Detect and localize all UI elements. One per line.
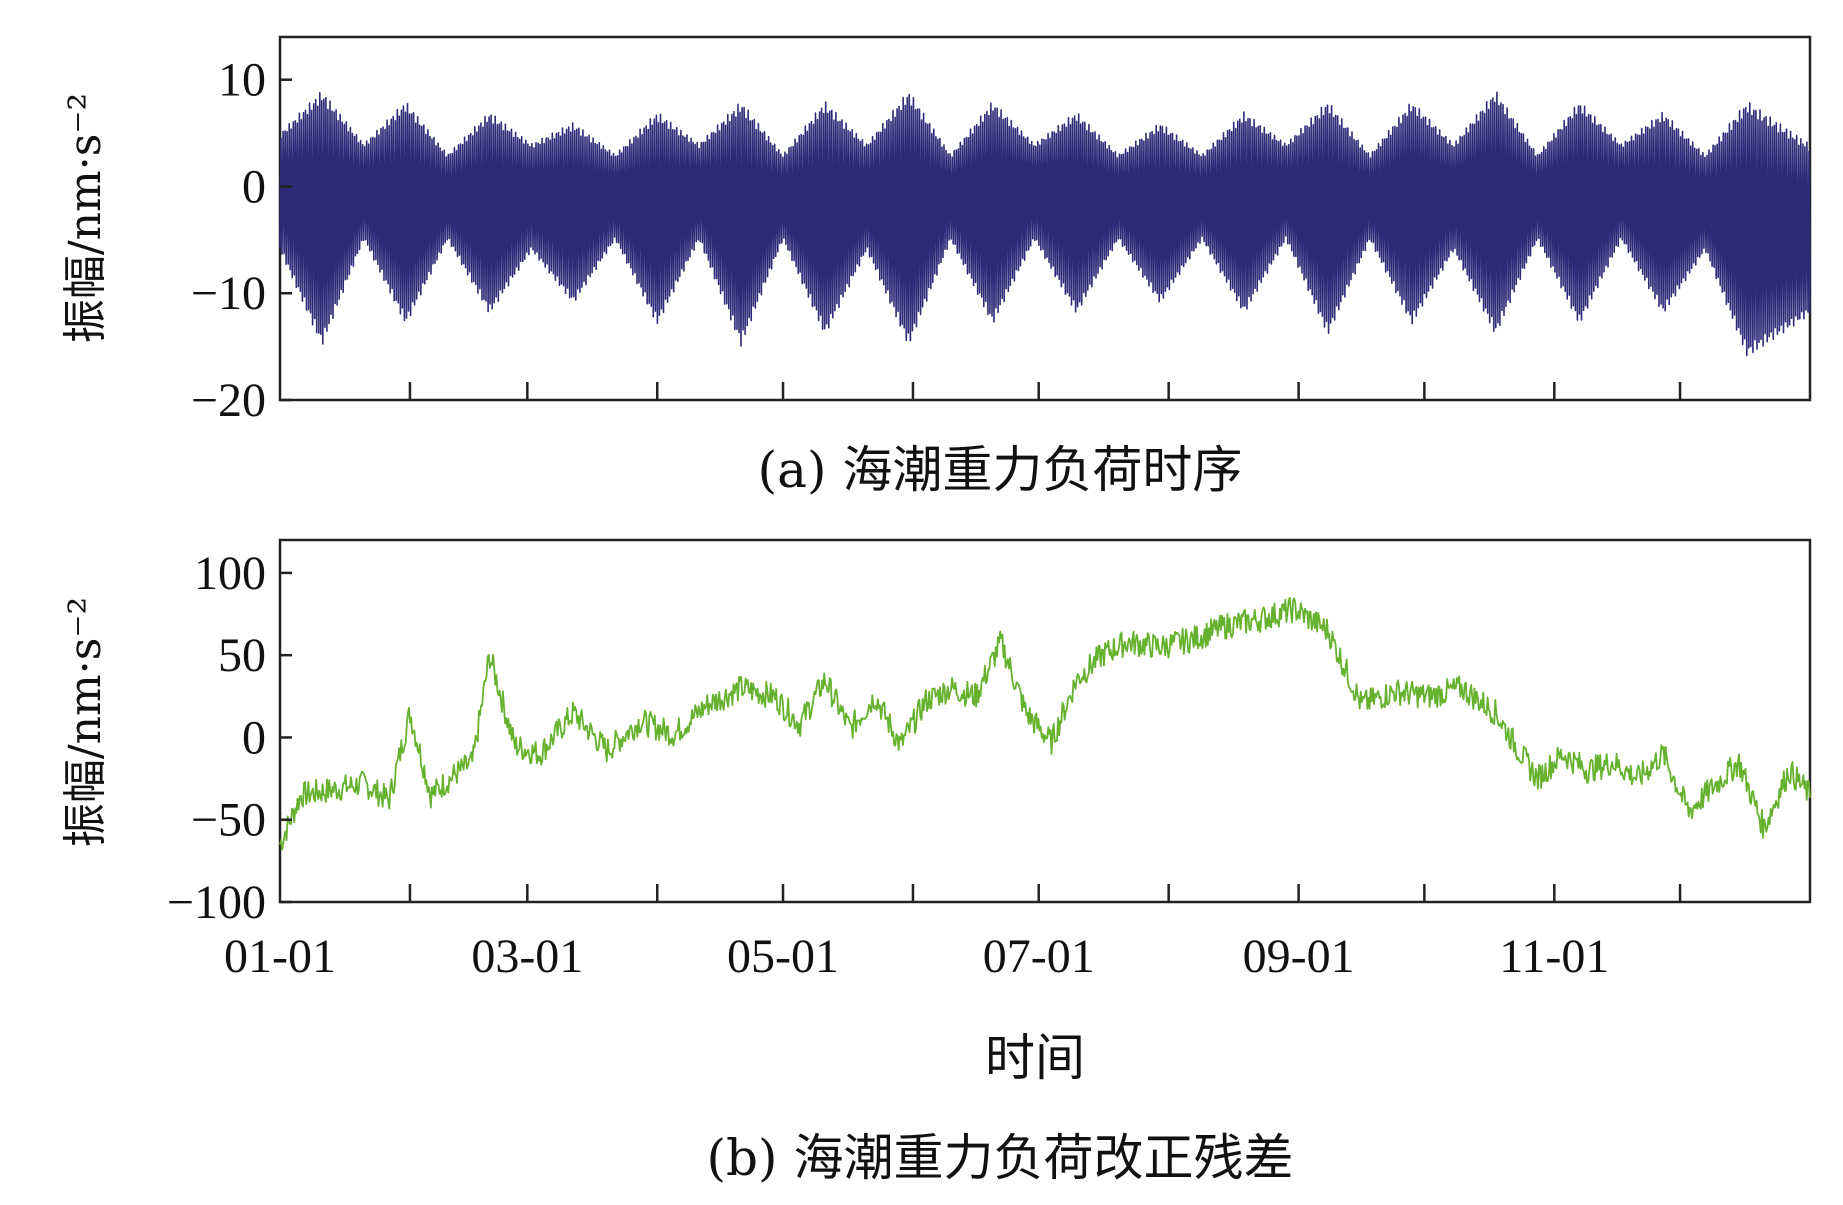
panel-a: 10 0 −10 −20 振幅/nm·s⁻² (a) 海潮重力负荷时序	[60, 35, 1812, 499]
x-tick-label: 03-01	[471, 930, 583, 983]
x-tick-label: 05-01	[727, 930, 839, 983]
panel-a-x-axis	[408, 382, 1682, 400]
x-tick-label: 09-01	[1243, 930, 1355, 983]
panel-a-caption: (a) 海潮重力负荷时序	[758, 441, 1243, 499]
y-tick-label: 50	[218, 629, 266, 682]
y-tick-label: −100	[167, 876, 266, 929]
panel-a-ylabel: 振幅/nm·s⁻²	[60, 93, 111, 343]
panel-b-frame	[278, 538, 1812, 904]
x-tick-label: 11-01	[1499, 930, 1609, 983]
panel-b-plot-area	[279, 596, 1811, 851]
y-tick-label: 10	[218, 54, 266, 107]
y-tick-label: −10	[191, 267, 266, 320]
panel-a-plot-area	[279, 91, 1811, 357]
y-tick-label: 100	[194, 547, 266, 600]
panel-b-caption: (b) 海潮重力负荷改正残差	[707, 1129, 1294, 1187]
panel-b-ylabel: 振幅/nm·s⁻²	[60, 597, 111, 847]
y-tick-label: −20	[191, 374, 266, 427]
series-line	[279, 596, 1811, 851]
panel-b-y-axis: 100 50 0 −50 −100	[167, 547, 292, 929]
y-tick-label: 0	[242, 711, 266, 764]
panel-b-xlabel: 时间	[985, 1029, 1085, 1087]
series-line	[279, 91, 1811, 357]
panel-b: 100 50 0 −50 −100 01-01 03-01 05-01 07-01 09-01 1…	[60, 538, 1812, 1187]
x-tick-label: 01-01	[224, 930, 336, 983]
x-tick-label: 07-01	[983, 930, 1095, 983]
panel-a-y-axis: 10 0 −10 −20	[191, 54, 292, 427]
y-tick-label: −50	[191, 794, 266, 847]
panel-b-x-axis: 01-01 03-01 05-01 07-01 09-01 11-01	[224, 884, 1682, 983]
y-tick-label: 0	[242, 160, 266, 213]
